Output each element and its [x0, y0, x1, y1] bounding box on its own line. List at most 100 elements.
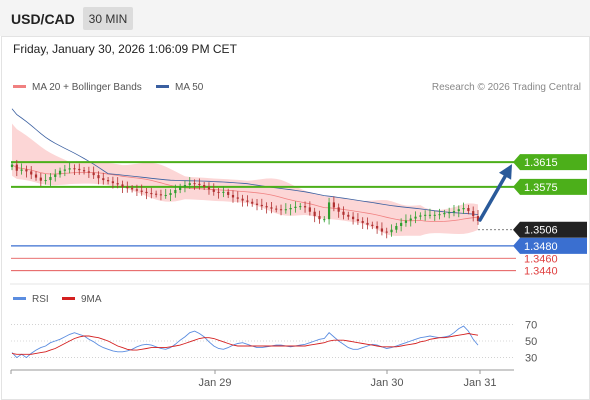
- candle-body: [351, 216, 355, 220]
- candle-body: [414, 216, 417, 219]
- candle-body: [337, 207, 340, 212]
- candle-body: [443, 212, 446, 215]
- candle-body: [313, 211, 316, 217]
- candle-body: [385, 231, 388, 233]
- candle-body: [366, 222, 369, 225]
- candle-body: [150, 193, 153, 195]
- candle-body: [39, 177, 42, 181]
- candle-body: [260, 204, 263, 207]
- candle-body: [102, 178, 105, 181]
- candle-body: [169, 193, 172, 195]
- candle-body: [236, 197, 239, 199]
- candle-body: [174, 190, 177, 194]
- candle-body: [457, 209, 460, 212]
- candle-body: [15, 164, 18, 171]
- candle-body: [342, 211, 345, 215]
- candle-body: [323, 219, 326, 221]
- rsi-legend-swatch: [13, 297, 26, 300]
- candle-body: [188, 183, 191, 186]
- candle-body: [10, 164, 14, 168]
- copyright-label: Research © 2026 Trading Central: [432, 82, 581, 93]
- ma20-legend-swatch: [13, 85, 26, 88]
- candle-body: [424, 214, 427, 216]
- candle-body: [294, 206, 297, 208]
- rsi-ma-legend-swatch: [62, 297, 75, 300]
- candle-body: [217, 191, 220, 193]
- candle-body: [82, 170, 86, 172]
- candle-body: [131, 188, 134, 190]
- candle-body: [438, 214, 441, 216]
- candle-body: [159, 194, 163, 196]
- candle-body: [428, 214, 432, 216]
- candle-body: [308, 207, 311, 212]
- candle-body: [58, 170, 62, 175]
- ma50-legend-swatch: [156, 85, 169, 88]
- candle-body: [179, 186, 182, 190]
- level-label: 1.3575: [524, 182, 558, 194]
- rsi-ma-legend-label: 9MA: [81, 294, 102, 305]
- candle-body: [44, 180, 47, 182]
- forecast-arrow-shaft: [478, 171, 509, 222]
- level-label-minor: 1.3460: [524, 253, 558, 265]
- candle-body: [231, 194, 235, 198]
- candle-body: [246, 200, 249, 202]
- candle-body: [116, 183, 119, 185]
- candle-body: [472, 211, 475, 217]
- candle-body: [203, 185, 206, 187]
- level-label: 1.3480: [524, 241, 558, 253]
- candle-body: [212, 189, 215, 192]
- candle-body: [111, 181, 114, 184]
- candle-body: [87, 171, 90, 173]
- level-label-box: [513, 154, 587, 171]
- candle-body: [54, 174, 57, 177]
- candle-body: [327, 202, 331, 220]
- candle-body: [433, 214, 436, 216]
- candle-body: [121, 184, 124, 187]
- candle-body: [193, 183, 196, 185]
- candle-body: [371, 224, 374, 226]
- candle-body: [222, 191, 225, 193]
- candle-body: [63, 169, 66, 171]
- candle-body: [462, 208, 465, 210]
- level-label-minor: 1.3440: [524, 266, 558, 278]
- candle-body: [183, 185, 187, 187]
- candle-body: [227, 191, 230, 195]
- datetime-label: Friday, January 30, 2026 1:06:09 PM CET: [13, 42, 238, 56]
- candle-body: [419, 215, 422, 217]
- rsi-line: [11, 325, 479, 359]
- timeframe-badge[interactable]: [83, 7, 133, 30]
- candle-body: [347, 214, 350, 217]
- rsi-tick-label: 50: [525, 336, 537, 348]
- candle-body: [270, 207, 273, 209]
- candle-body: [279, 209, 283, 211]
- level-label-box: [513, 221, 587, 238]
- candle-body: [361, 221, 364, 223]
- candle-body: [400, 222, 403, 226]
- candle-body: [68, 168, 71, 170]
- candle-body: [145, 191, 148, 194]
- candle-body: [255, 203, 259, 205]
- candle-body: [356, 219, 359, 222]
- candle-body: [448, 212, 451, 214]
- candle-body: [289, 208, 292, 210]
- candle-body: [78, 168, 81, 171]
- candle-body: [390, 229, 393, 233]
- ma20-legend-label: MA 20 + Bollinger Bands: [32, 82, 142, 93]
- candle-body: [318, 216, 321, 220]
- forecast-arrow-head: [498, 164, 512, 180]
- candle-body: [284, 209, 287, 211]
- rsi-ma-line: [11, 333, 479, 355]
- candle-body: [140, 190, 143, 192]
- level-label: 1.3506: [524, 225, 558, 237]
- candle-body: [207, 186, 211, 190]
- rsi-plot: 70 50 30: [11, 319, 537, 365]
- candle-body: [97, 175, 100, 179]
- x-tick-label: Jan 31: [463, 377, 496, 389]
- candle-body: [332, 202, 335, 208]
- x-tick-label: Jan 29: [198, 377, 231, 389]
- rsi-tick-label: 70: [525, 319, 537, 331]
- candle-body: [198, 183, 201, 186]
- candle-body: [106, 180, 110, 182]
- candle-body: [164, 194, 167, 196]
- level-label-box: [513, 178, 587, 195]
